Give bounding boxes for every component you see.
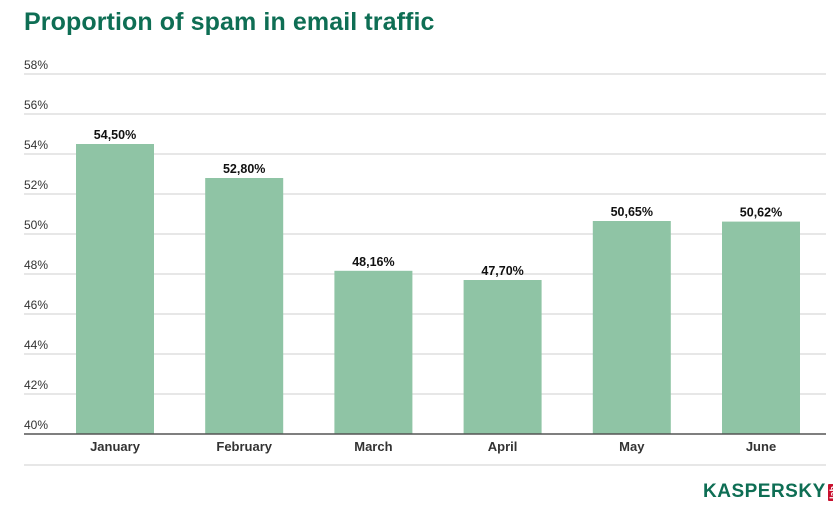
data-label: 54,50% [94, 128, 136, 142]
data-label: 50,62% [740, 206, 782, 220]
chart-title: Proportion of spam in email traffic [24, 8, 435, 36]
bar [76, 144, 154, 434]
y-tick-label: 52% [24, 178, 48, 192]
x-tick-label: March [354, 439, 392, 454]
kaspersky-logo: KASPERSKY lab [703, 482, 833, 501]
y-tick-label: 48% [24, 258, 48, 272]
x-tick-label: January [90, 439, 141, 454]
data-label: 50,65% [611, 205, 653, 219]
x-tick-label: June [746, 439, 776, 454]
x-tick-label: April [488, 439, 518, 454]
y-tick-label: 58% [24, 58, 48, 72]
y-tick-label: 50% [24, 218, 48, 232]
brand-name: KASPERSKY [703, 481, 826, 502]
y-tick-label: 44% [24, 338, 48, 352]
bar [334, 270, 413, 434]
y-tick-label: 42% [24, 378, 48, 392]
y-tick-label: 46% [24, 298, 48, 312]
data-label: 52,80% [223, 162, 265, 176]
y-tick-label: 40% [24, 418, 48, 432]
data-label: 47,70% [481, 264, 523, 278]
bar [205, 178, 284, 434]
bar [463, 280, 542, 434]
y-tick-label: 56% [24, 98, 48, 112]
bar [592, 221, 671, 434]
x-tick-label: February [216, 439, 272, 454]
brand-suffix: lab [827, 483, 833, 501]
y-tick-label: 54% [24, 138, 48, 152]
x-tick-label: May [619, 439, 645, 454]
bar [722, 221, 800, 434]
data-label: 48,16% [352, 255, 394, 269]
